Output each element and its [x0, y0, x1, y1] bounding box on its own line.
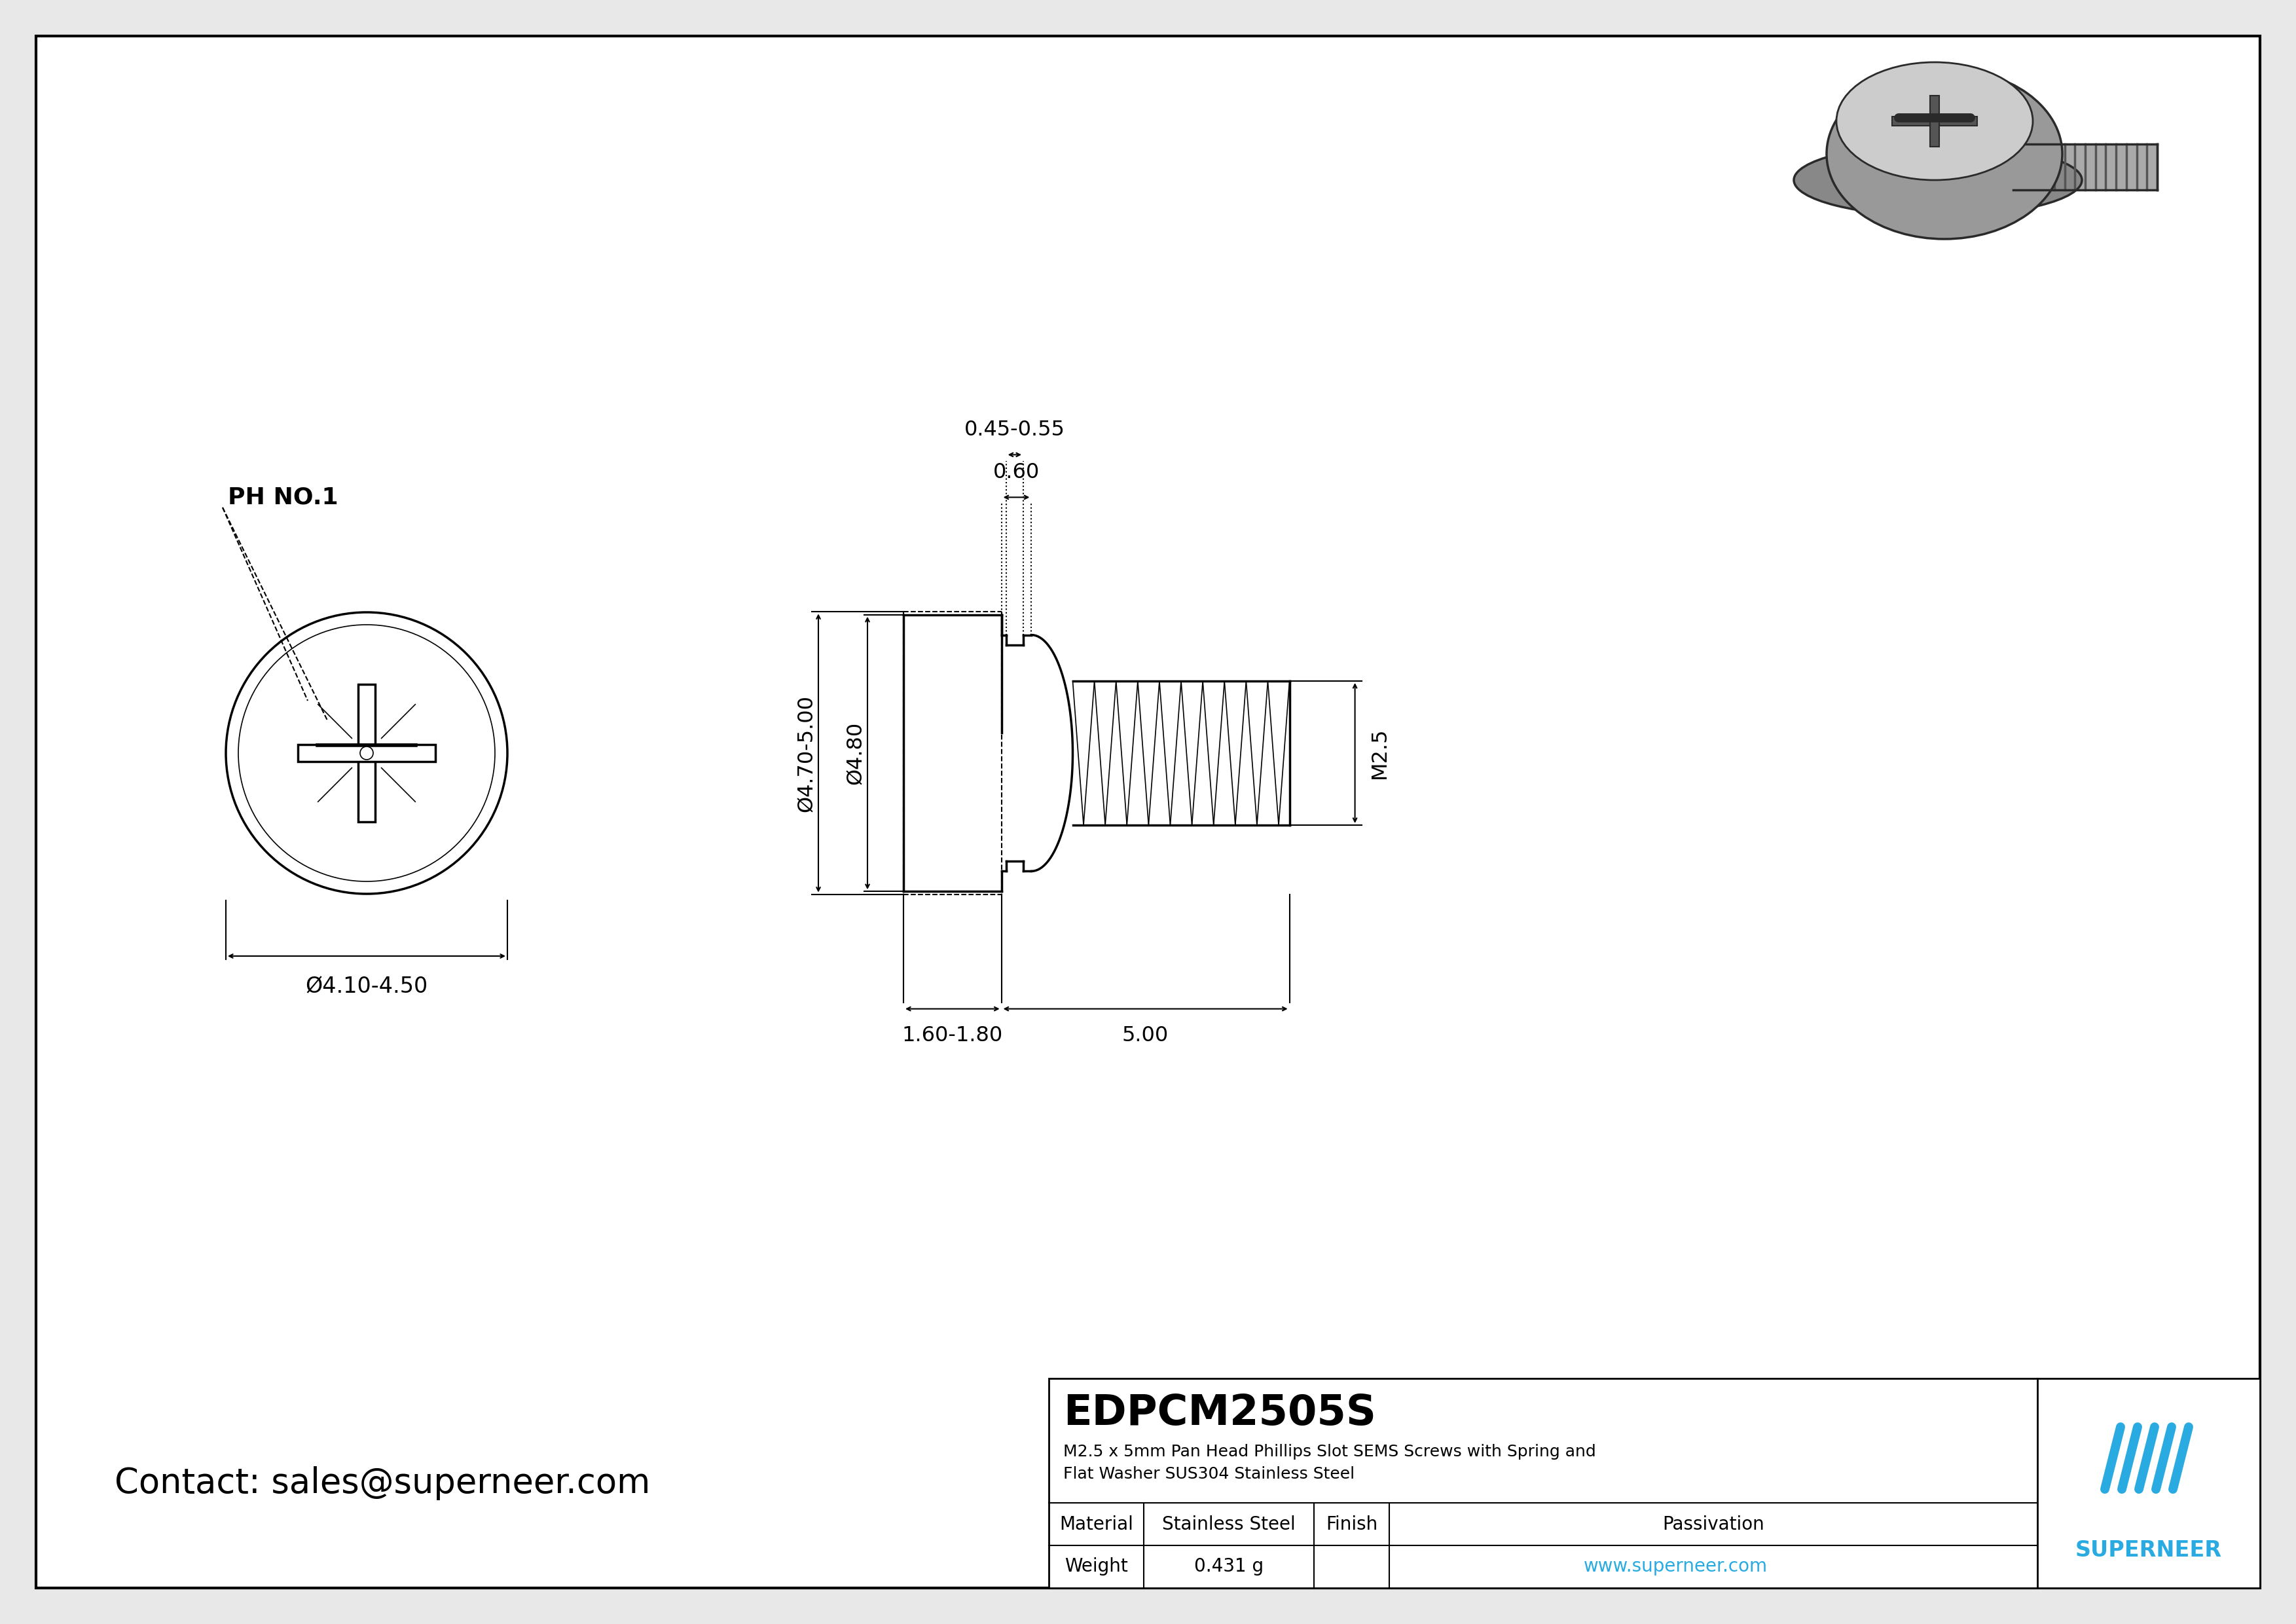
Text: 0.60: 0.60 [994, 463, 1040, 482]
Ellipse shape [1837, 62, 2032, 180]
Text: Weight: Weight [1065, 1557, 1127, 1575]
Text: EDPCM2505S: EDPCM2505S [1063, 1393, 1375, 1434]
Text: 1.60-1.80: 1.60-1.80 [902, 1025, 1003, 1046]
Text: Ø4.70-5.00: Ø4.70-5.00 [797, 695, 817, 812]
Ellipse shape [1828, 68, 2062, 239]
Text: Passivation: Passivation [1662, 1515, 1763, 1533]
Text: Finish: Finish [1325, 1515, 1378, 1533]
Text: M2.5 x 5mm Pan Head Phillips Slot SEMS Screws with Spring and
Flat Washer SUS304: M2.5 x 5mm Pan Head Phillips Slot SEMS S… [1063, 1444, 1596, 1481]
Bar [298, 744, 436, 762]
Text: 0.431 g: 0.431 g [1194, 1557, 1263, 1575]
Text: 0.45-0.55: 0.45-0.55 [964, 421, 1065, 440]
Text: www.superneer.com: www.superneer.com [1584, 1557, 1768, 1575]
Ellipse shape [1793, 145, 2082, 216]
Circle shape [360, 747, 374, 760]
Text: Contact: sales@superneer.com: Contact: sales@superneer.com [115, 1466, 650, 1501]
Bar [1049, 1379, 2259, 1588]
Text: PH NO.1: PH NO.1 [227, 487, 338, 508]
Text: SUPERNEER: SUPERNEER [2076, 1540, 2223, 1561]
Text: 5.00: 5.00 [1123, 1025, 1169, 1046]
Circle shape [225, 612, 507, 893]
Text: Stainless Steel: Stainless Steel [1162, 1515, 1295, 1533]
Bar [2014, 145, 2158, 190]
Text: Material: Material [1058, 1515, 1134, 1533]
Polygon shape [1931, 96, 1940, 146]
Bar [358, 684, 374, 822]
Text: Ø4.80: Ø4.80 [845, 721, 866, 784]
Text: Ø4.10-4.50: Ø4.10-4.50 [305, 976, 427, 997]
Polygon shape [1892, 117, 1977, 125]
Text: M2.5: M2.5 [1368, 728, 1389, 780]
